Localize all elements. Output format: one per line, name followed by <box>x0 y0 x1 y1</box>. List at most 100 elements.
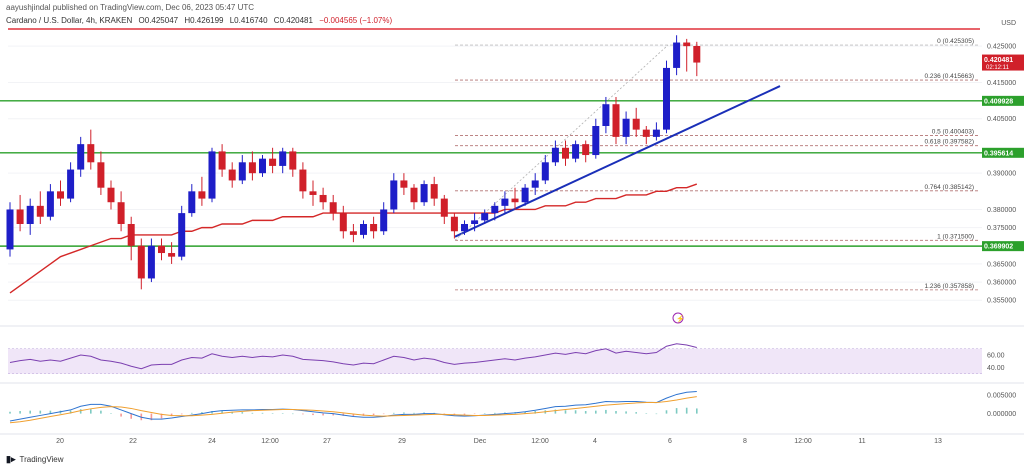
candle-body <box>208 151 216 199</box>
current-price-tag-bg <box>982 54 1024 71</box>
candle-body <box>592 126 600 156</box>
macd-histogram-bar <box>170 413 173 417</box>
candle-body <box>360 224 367 235</box>
candle-body <box>622 118 630 137</box>
candle-body <box>218 151 226 170</box>
macd-histogram-bar <box>271 413 274 414</box>
fib-level-label: 1 (0.371500) <box>937 233 974 240</box>
y-tick-label: 0.380000 <box>987 207 1016 214</box>
candle-body <box>178 213 186 257</box>
x-tick-label: 12:00 <box>261 438 279 445</box>
low-value: L0.416740 <box>229 16 268 25</box>
candle-body <box>390 180 398 210</box>
macd-histogram-bar <box>665 410 668 414</box>
rsi-tick-label: 40.00 <box>987 365 1005 372</box>
candle-body <box>471 220 479 224</box>
change-value: −0.004565 (−1.07%) <box>319 16 393 25</box>
macd-histogram-bar <box>504 412 506 414</box>
macd-histogram-bar <box>645 413 648 414</box>
macd-histogram-bar <box>261 412 264 414</box>
y-tick-label: 0.405000 <box>987 116 1016 123</box>
candle-body <box>541 162 549 181</box>
candle-body <box>683 42 691 47</box>
candle-body <box>511 198 519 203</box>
candle-body <box>168 253 176 257</box>
macd-histogram-bar <box>302 413 304 415</box>
price-tag-label: 0.409928 <box>984 98 1013 105</box>
macd-histogram-bar <box>110 413 112 414</box>
candle-body <box>77 144 85 170</box>
macd-histogram-bar <box>69 410 72 414</box>
macd-histogram-bar <box>584 411 587 414</box>
macd-histogram-bar <box>382 413 385 415</box>
rsi-band <box>8 348 982 374</box>
candle-body <box>269 158 277 166</box>
y-tick-label: 0.355000 <box>987 298 1016 305</box>
candle-body <box>26 205 34 224</box>
macd-tick-label: 0.000000 <box>987 411 1016 418</box>
macd-tick-label: 0.005000 <box>987 393 1016 400</box>
macd-histogram-bar <box>191 412 193 414</box>
candle-body <box>188 191 196 214</box>
candle-body <box>279 151 287 166</box>
alert-bolt-icon[interactable] <box>672 312 684 324</box>
macd-histogram-bar <box>231 411 233 414</box>
close-value: C0.420481 <box>273 16 313 25</box>
macd-histogram-bar <box>211 411 213 414</box>
macd-histogram-bar <box>696 408 698 414</box>
macd-histogram-bar <box>483 413 486 414</box>
candle-body <box>117 202 125 224</box>
macd-histogram-bar <box>130 413 132 419</box>
fib-anchor-line <box>454 44 669 241</box>
candle-body <box>289 151 297 170</box>
candle-body <box>259 158 266 174</box>
candle-body <box>531 180 539 188</box>
symbol-ohlc-line: Cardano / U.S. Dollar, 4h, KRAKEN O0.425… <box>6 16 392 25</box>
macd-histogram-bar <box>685 407 688 414</box>
macd-histogram-bar <box>605 409 607 414</box>
candle-body <box>319 194 327 203</box>
candle-body <box>562 147 569 159</box>
macd-histogram-bar <box>534 411 536 414</box>
current-price-countdown: 02:12:11 <box>986 65 1010 71</box>
candle-body <box>198 191 206 199</box>
macd-histogram-bar <box>635 412 637 414</box>
x-tick-label: 6 <box>668 438 672 445</box>
candle-body <box>107 187 115 203</box>
macd-histogram-bar <box>403 412 405 414</box>
x-tick-label: 12:00 <box>794 438 812 445</box>
candle-body <box>339 213 347 232</box>
macd-histogram-bar <box>463 413 466 415</box>
candle-body <box>491 205 499 214</box>
x-tick-label: 24 <box>208 438 216 445</box>
current-price-value: 0.420481 <box>984 57 1013 64</box>
x-tick-label: 27 <box>323 438 331 445</box>
macd-histogram-bar <box>655 413 658 415</box>
fib-level-label: 1.236 (0.357858) <box>924 283 974 290</box>
candle-body <box>440 198 448 217</box>
price-tag-bg <box>982 241 1024 252</box>
candle-body <box>36 205 44 217</box>
candle-body <box>642 129 650 137</box>
macd-histogram-bar <box>241 412 244 414</box>
candle-body <box>87 144 95 163</box>
candle-body <box>410 187 418 203</box>
macd-histogram-bar <box>19 411 21 414</box>
rsi-tick-label: 60.00 <box>987 353 1005 360</box>
candle-body <box>137 245 145 279</box>
macd-histogram-bar <box>625 411 627 414</box>
macd-line <box>9 391 697 422</box>
macd-histogram-bar <box>615 411 617 414</box>
x-tick-label: 11 <box>858 438 865 445</box>
candle-body <box>461 224 468 232</box>
x-tick-label: 4 <box>593 438 597 445</box>
macd-histogram-bar <box>322 413 324 416</box>
y-tick-label: 0.375000 <box>987 225 1016 232</box>
macd-histogram-bar <box>675 408 678 414</box>
candle-body <box>228 169 236 181</box>
candle-body <box>663 67 670 130</box>
candle-body <box>551 147 559 163</box>
symbol-name: Cardano / U.S. Dollar, 4h, KRAKEN <box>6 16 133 25</box>
macd-histogram-bar <box>564 410 567 414</box>
